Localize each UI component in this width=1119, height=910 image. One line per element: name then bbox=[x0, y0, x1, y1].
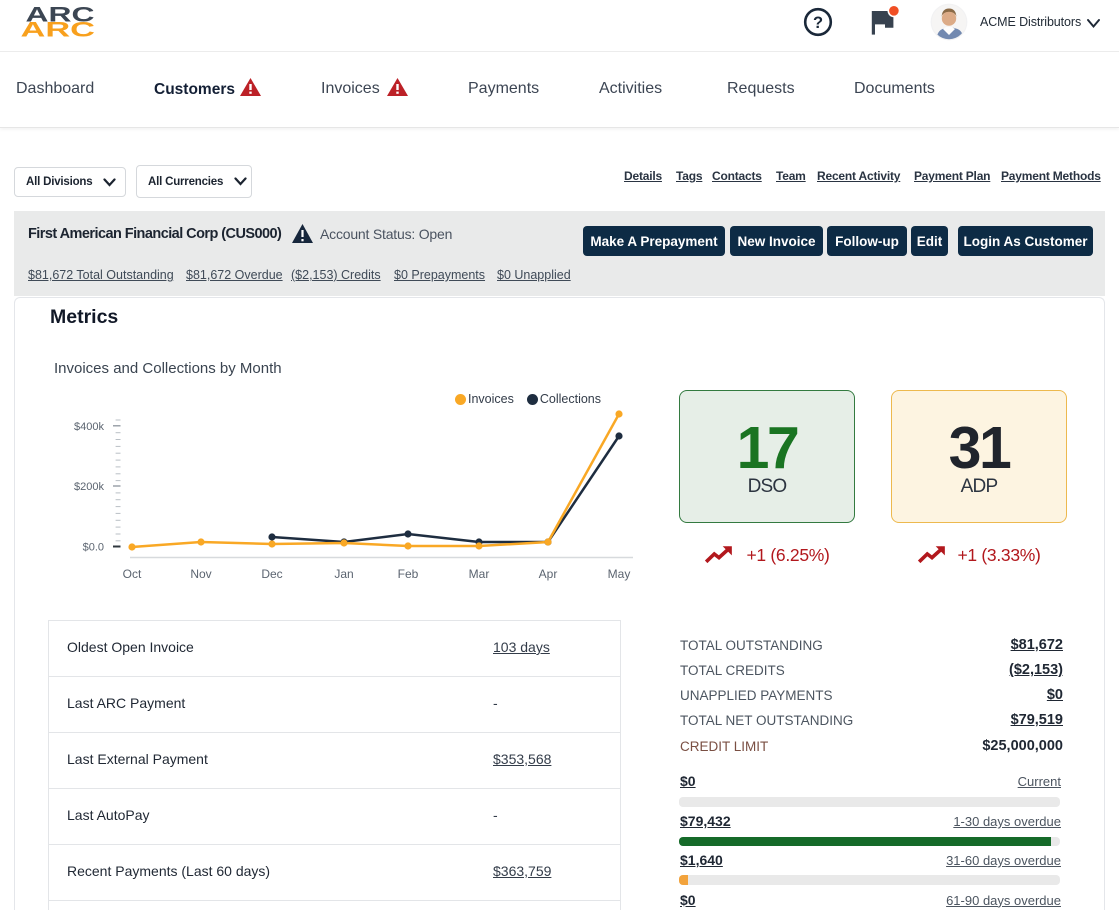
svg-text:Oct: Oct bbox=[123, 567, 142, 581]
svg-text:$400k: $400k bbox=[74, 421, 104, 433]
svg-text:$0.0: $0.0 bbox=[83, 542, 104, 554]
svg-text:Feb: Feb bbox=[398, 567, 419, 581]
svg-text:Jan: Jan bbox=[334, 567, 353, 581]
svg-text:?: ? bbox=[813, 14, 823, 32]
svg-text:Dec: Dec bbox=[261, 567, 282, 581]
svg-text:Apr: Apr bbox=[539, 567, 558, 581]
svg-text:Mar: Mar bbox=[469, 567, 490, 581]
svg-text:$200k: $200k bbox=[74, 481, 104, 493]
svg-text:ARC: ARC bbox=[21, 19, 96, 42]
svg-text:ARC: ARC bbox=[26, 4, 95, 27]
svg-text:Nov: Nov bbox=[190, 567, 211, 581]
svg-text:May: May bbox=[608, 567, 631, 581]
